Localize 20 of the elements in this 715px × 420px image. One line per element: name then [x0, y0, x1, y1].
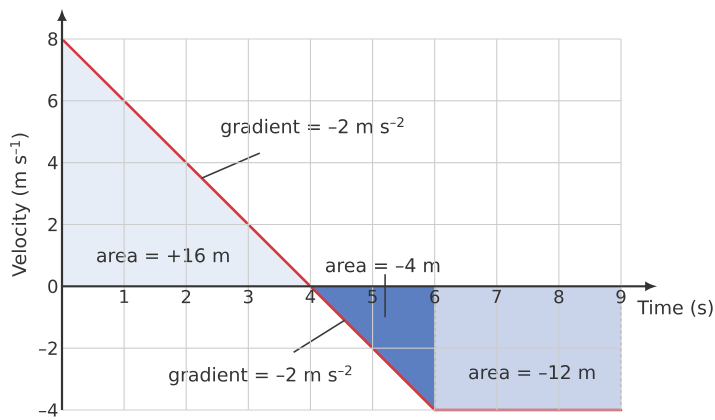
- annotation: gradient = –2 m s$^{–2}$: [169, 365, 352, 386]
- y-tick-label: 0: [48, 280, 58, 294]
- y-tick-label: 8: [48, 32, 58, 46]
- x-tick-label: 8: [554, 290, 564, 304]
- annotation: area = –12 m: [469, 365, 595, 380]
- y-tick-label: –2: [38, 342, 57, 355]
- x-tick-label: 3: [244, 290, 253, 304]
- annotation: area = –4 m: [326, 258, 440, 272]
- y-tick-label: 4: [48, 156, 58, 170]
- x-tick-label: 4: [306, 290, 316, 303]
- x-axis-title: Time (s): [637, 300, 713, 317]
- y-tick-label: 2: [48, 218, 57, 232]
- x-tick-label: 1: [120, 290, 128, 303]
- annotation: area = +16 m: [97, 248, 229, 262]
- x-tick-label: 2: [182, 290, 190, 304]
- x-tick-label: 9: [616, 290, 626, 304]
- y-axis-title: Velocity (m s$^{–1}$): [10, 134, 30, 277]
- x-tick-label: 7: [492, 290, 501, 303]
- y-tick-label: –4: [38, 403, 58, 417]
- y-tick-label: 6: [48, 94, 58, 108]
